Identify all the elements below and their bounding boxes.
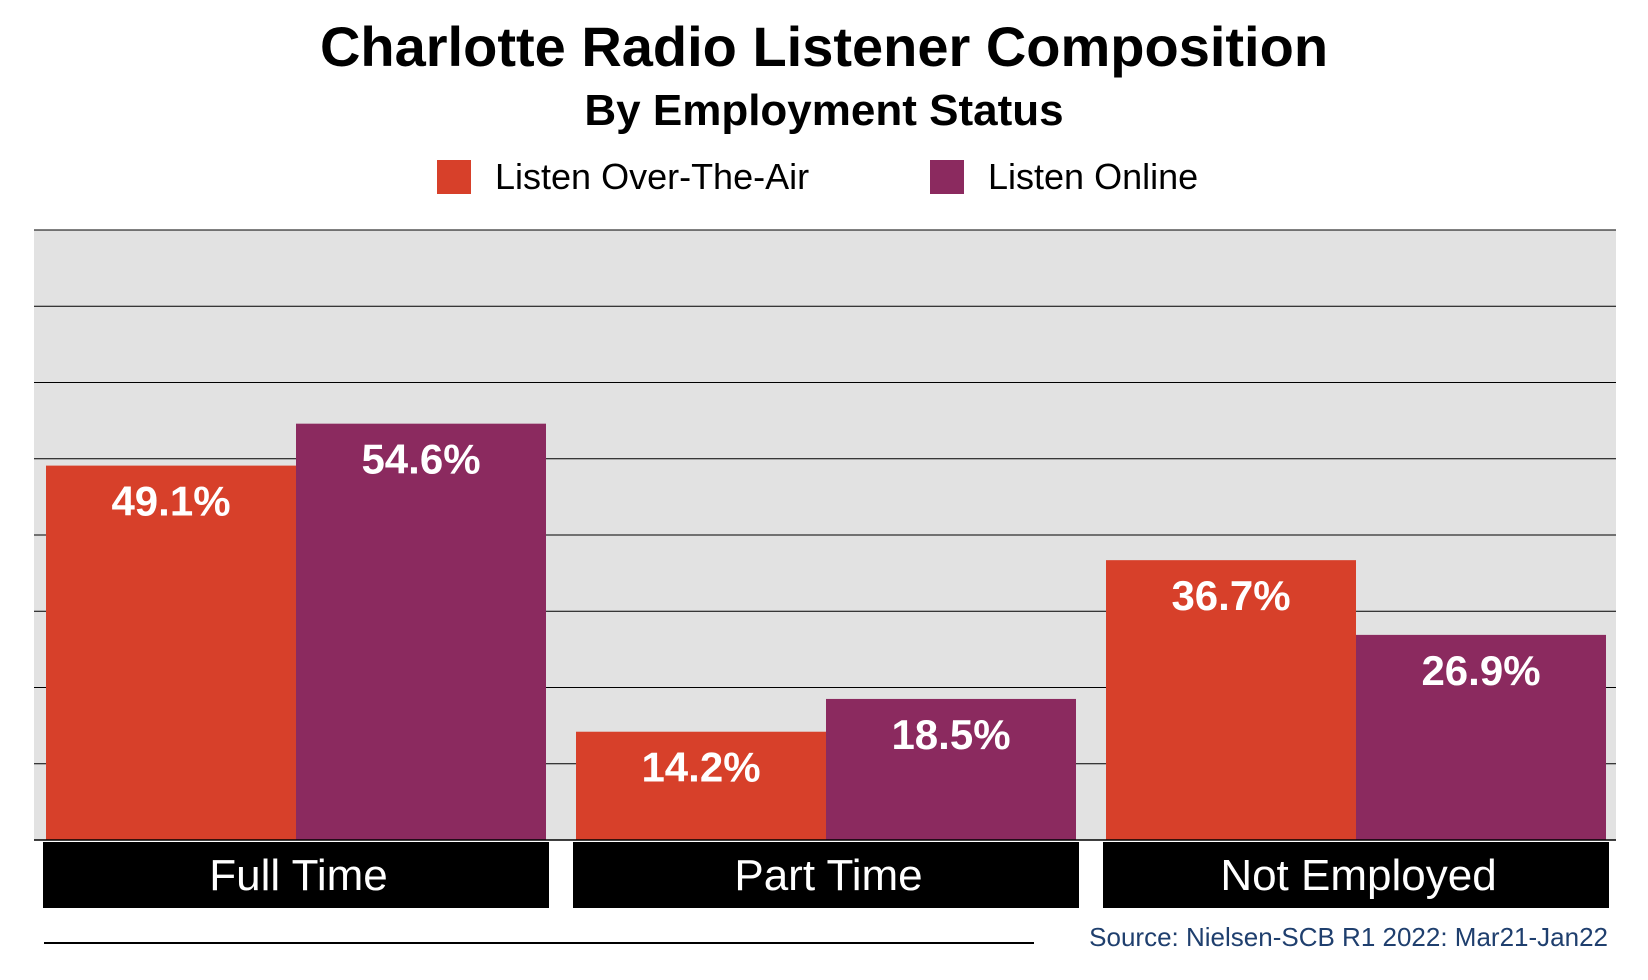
source-note: Source: Nielsen-SCB R1 2022: Mar21-Jan22 [1089,922,1608,952]
category-label: Part Time [734,851,922,900]
bar [826,698,1076,840]
legend-label-online: Listen Online [988,156,1199,197]
bar [296,423,546,840]
legend-item-online: Listen Online [930,152,1198,202]
legend-swatch-over-the-air [437,160,471,194]
bar [46,465,296,840]
bar-chart: 49.1% 54.6% Full Time 14.2% 18.5% Part Time 36… [34,229,1616,908]
legend-swatch-online [930,160,964,194]
category-label-box [1103,842,1609,908]
chart-title: Charlotte Radio Listener Composition [319,15,1329,78]
data-label: 54.6% [361,436,480,483]
category-label-box [43,842,549,908]
bar [1356,634,1606,840]
bar [1106,560,1356,840]
bar [576,731,826,840]
chart-subtitle: By Employment Status [584,86,1064,135]
legend: Listen Over-The-Air Listen Online [0,152,1648,202]
category-label-box [573,842,1079,908]
data-label: 36.7% [1171,572,1290,619]
data-label: 14.2% [641,744,760,791]
category-label: Full Time [209,851,387,900]
data-label: 49.1% [111,478,230,525]
legend-label-over-the-air: Listen Over-The-Air [495,156,810,197]
data-label: 26.9% [1421,647,1540,694]
data-label: 18.5% [891,711,1010,758]
legend-item-over-the-air: Listen Over-The-Air [437,152,809,202]
category-label: Not Employed [1220,851,1496,900]
source-rule [44,942,1034,944]
